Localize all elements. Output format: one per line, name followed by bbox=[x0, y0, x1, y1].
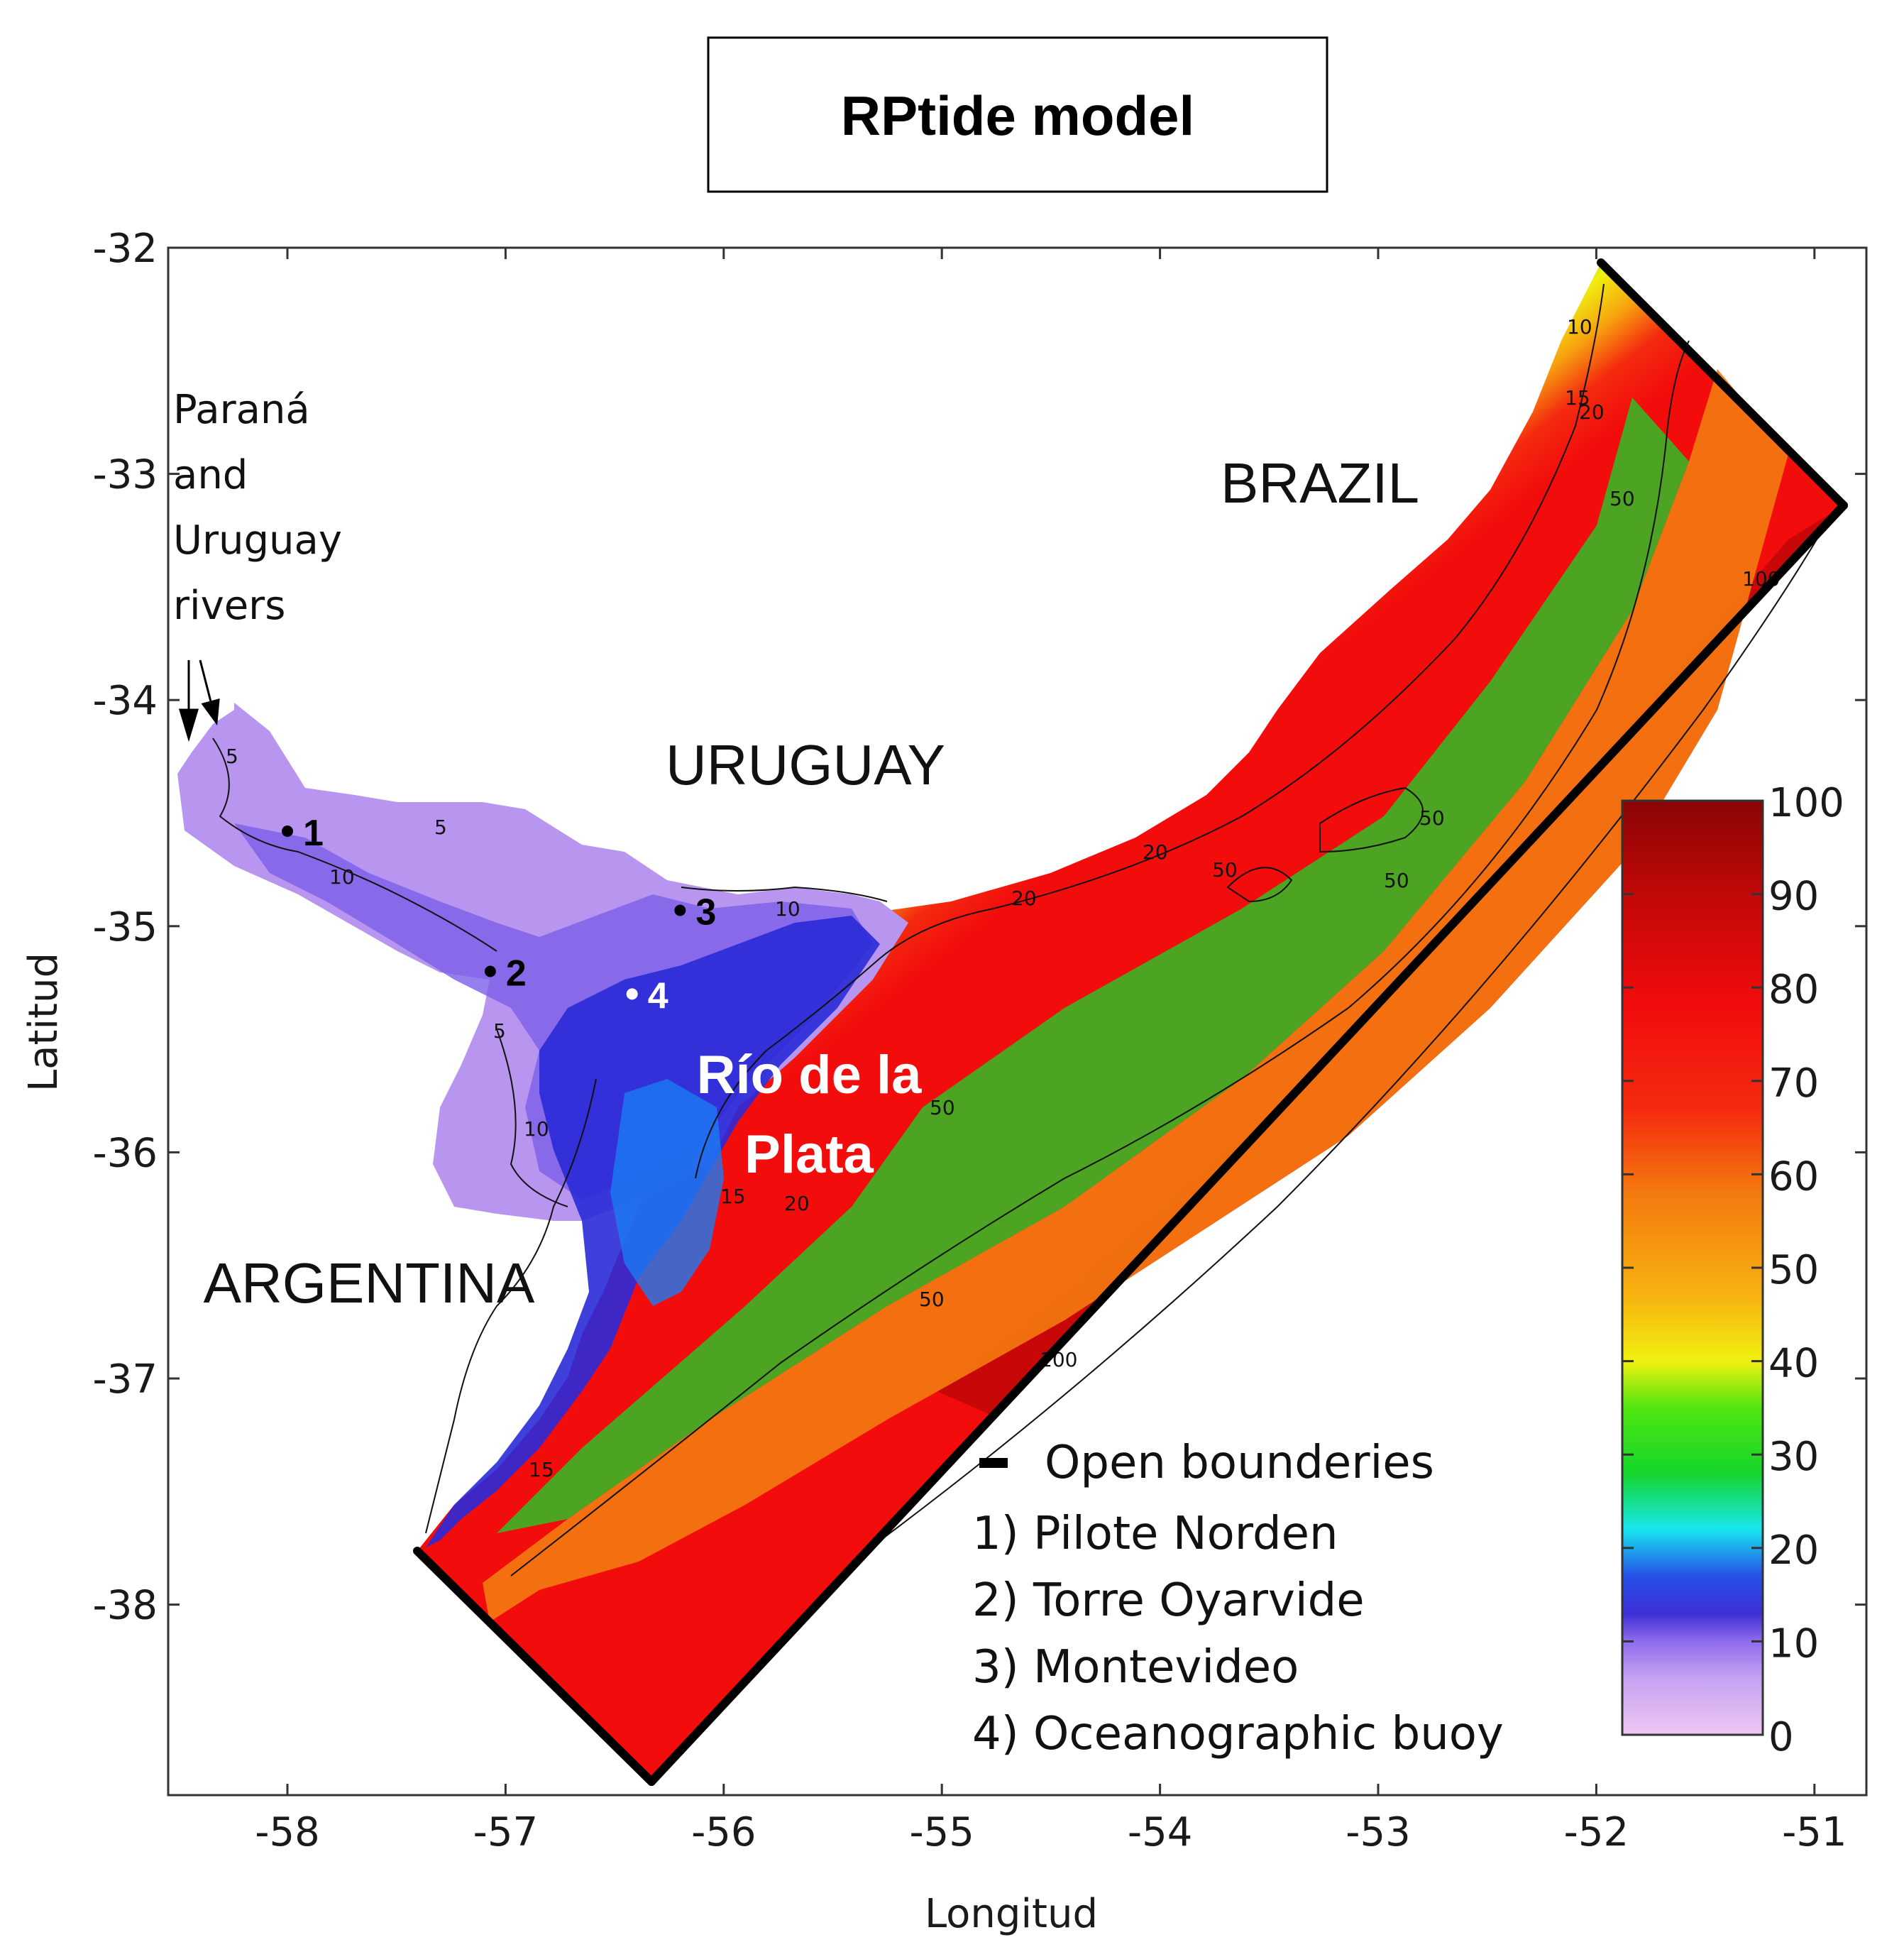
contour-label: 10 bbox=[524, 1117, 549, 1141]
colorbar-tick-label: 40 bbox=[1768, 1341, 1819, 1387]
station-markers: 1 2 3 4 bbox=[282, 813, 716, 1016]
station-number: 2 bbox=[506, 953, 527, 994]
open-boundaries bbox=[413, 258, 1848, 1786]
contour-label: 10 bbox=[775, 897, 800, 921]
contour-label: 10 bbox=[1567, 315, 1592, 339]
station-dot bbox=[626, 988, 638, 1000]
contour-label: 20 bbox=[784, 1192, 810, 1215]
contour-label: 50 bbox=[1609, 487, 1635, 510]
estuary-blue-patch bbox=[610, 1079, 724, 1306]
station-number: 3 bbox=[695, 892, 716, 933]
legend-item: 1) Pilote Norden bbox=[972, 1508, 1338, 1560]
contour-label: 20 bbox=[1579, 400, 1605, 424]
y-axis-label: Latitud bbox=[21, 953, 67, 1092]
arrow-head-icon bbox=[201, 698, 220, 726]
contour-label: 50 bbox=[919, 1288, 945, 1311]
contour-label: 50 bbox=[1419, 806, 1445, 830]
contour-label: 50 bbox=[1384, 869, 1409, 892]
y-tick-label: -32 bbox=[93, 226, 158, 272]
contour-lines bbox=[212, 283, 1817, 1577]
rivers-label-line: and bbox=[173, 452, 248, 498]
figure-title: RPtide model bbox=[841, 84, 1194, 147]
station-number: 1 bbox=[303, 813, 324, 854]
open-boundary-legend-swatch bbox=[979, 1458, 1008, 1468]
x-tick-label: -57 bbox=[473, 1809, 538, 1855]
legend: Open bounderies 1) Pilote Norden 2) Torr… bbox=[972, 1437, 1504, 1760]
deep-ocean-band bbox=[490, 454, 1844, 1782]
river-arrows bbox=[178, 659, 220, 742]
y-tick-label: -37 bbox=[93, 1356, 158, 1403]
colorbar-ticks: 0 10 20 30 40 50 60 70 80 90 100 bbox=[1622, 780, 1844, 1760]
contour-label: 15 bbox=[1565, 386, 1590, 410]
contour-label: 5 bbox=[434, 816, 447, 839]
contour-label: 20 bbox=[1143, 840, 1168, 864]
estuary-label-line2: Plata bbox=[744, 1124, 874, 1185]
y-tick-label: -33 bbox=[93, 452, 158, 498]
x-tick-label: -51 bbox=[1782, 1809, 1847, 1855]
x-tick-label: -56 bbox=[691, 1809, 756, 1855]
legend-item: 4) Oceanographic buoy bbox=[972, 1708, 1504, 1760]
x-tick-label: -53 bbox=[1346, 1809, 1410, 1855]
rivers-label-line: rivers bbox=[173, 583, 285, 629]
legend-open-boundaries: Open bounderies bbox=[1045, 1437, 1434, 1489]
contour-label: 10 bbox=[329, 865, 355, 889]
colorbar-tick-label: 10 bbox=[1768, 1621, 1819, 1667]
colorbar bbox=[1621, 799, 1764, 1736]
legend-item: 3) Montevideo bbox=[972, 1641, 1299, 1694]
x-axis: -58 -57 -56 -55 -54 -53 -52 -51 bbox=[255, 248, 1847, 1855]
contour-label: 15 bbox=[529, 1458, 554, 1481]
y-tick-label: -38 bbox=[93, 1583, 158, 1629]
y-tick-label: -35 bbox=[93, 904, 158, 950]
x-tick-label: -52 bbox=[1564, 1809, 1629, 1855]
y-axis: -32 -33 -34 -35 -36 -37 -38 bbox=[93, 226, 1866, 1629]
rivers-label-line: Paraná bbox=[173, 387, 310, 433]
station-dot bbox=[484, 965, 496, 977]
colorbar-tick-label: 50 bbox=[1768, 1247, 1819, 1293]
country-label-argentina: ARGENTINA bbox=[204, 1251, 535, 1315]
rivers-label-line: Uruguay bbox=[173, 517, 342, 564]
colorbar-tick-label: 90 bbox=[1768, 874, 1819, 920]
colorbar-tick-label: 20 bbox=[1768, 1528, 1819, 1574]
legend-item: 2) Torre Oyarvide bbox=[972, 1574, 1365, 1627]
contour-label: 50 bbox=[930, 1096, 955, 1119]
estuary-label-line1: Río de la bbox=[697, 1045, 922, 1105]
station-dot bbox=[674, 904, 686, 916]
x-tick-label: -54 bbox=[1128, 1809, 1192, 1855]
station-number: 4 bbox=[648, 975, 668, 1016]
colorbar-tick-label: 70 bbox=[1768, 1060, 1819, 1107]
x-axis-label: Longitud bbox=[925, 1891, 1098, 1937]
contour-label: 15 bbox=[720, 1185, 746, 1208]
x-tick-label: -55 bbox=[909, 1809, 974, 1855]
contour-label: 20 bbox=[1011, 887, 1037, 910]
station-dot bbox=[282, 825, 293, 837]
rivers-label: Paraná and Uruguay rivers bbox=[173, 387, 342, 629]
country-label-uruguay: URUGUAY bbox=[666, 733, 945, 796]
x-tick-label: -58 bbox=[255, 1809, 319, 1855]
contour-label: 5 bbox=[493, 1019, 506, 1043]
colorbar-tick-label: 30 bbox=[1768, 1434, 1819, 1480]
y-tick-label: -34 bbox=[93, 678, 158, 724]
title-box bbox=[707, 36, 1328, 193]
shelf-band bbox=[497, 397, 1689, 1533]
colorbar-tick-label: 100 bbox=[1768, 780, 1844, 826]
contour-label-group: 5 5 5 10 10 10 10 15 15 15 20 20 20 20 5… bbox=[226, 315, 1780, 1481]
arrow-head-icon bbox=[178, 708, 199, 742]
country-label-brazil: BRAZIL bbox=[1221, 451, 1419, 515]
colorbar-tick-label: 80 bbox=[1768, 967, 1819, 1013]
contour-label: 50 bbox=[1212, 858, 1238, 882]
y-tick-label: -36 bbox=[93, 1130, 158, 1176]
contour-label: 5 bbox=[226, 745, 238, 768]
colorbar-tick-label: 60 bbox=[1768, 1153, 1819, 1200]
colorbar-tick-label: 0 bbox=[1768, 1714, 1794, 1760]
